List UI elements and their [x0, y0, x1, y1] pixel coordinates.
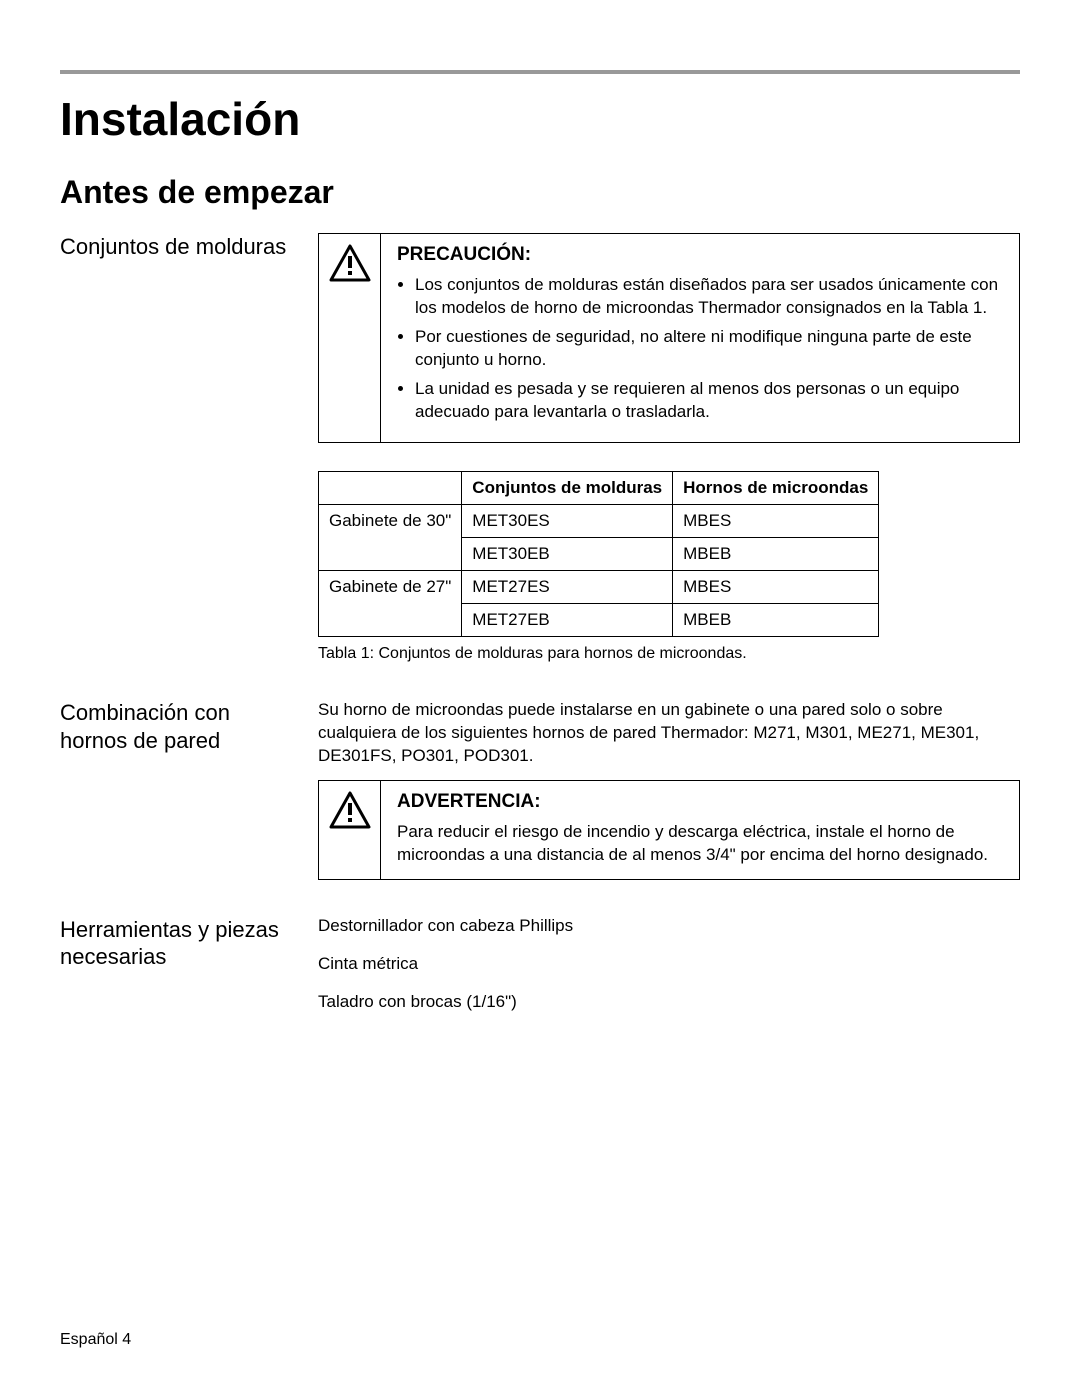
table-row: Gabinete de 27" MET27ES MBES: [319, 571, 879, 604]
page-footer: Español 4: [60, 1331, 131, 1349]
caution-title: PRECAUCIÓN:: [397, 244, 1003, 266]
section-body-col: PRECAUCIÓN: Los conjuntos de molduras es…: [318, 233, 1020, 663]
section-heading-col: Conjuntos de molduras: [60, 233, 318, 261]
table-cell-trim: MET27EB: [462, 604, 673, 637]
table-cell-cabinet: Gabinete de 27": [319, 571, 462, 637]
caution-body: PRECAUCIÓN: Los conjuntos de molduras es…: [381, 234, 1019, 442]
document-page: Instalación Antes de empezar Conjuntos d…: [0, 0, 1080, 1397]
tool-item: Taladro con brocas (1/16"): [318, 992, 1020, 1012]
table-cell-micro: MBES: [673, 505, 879, 538]
table-header-micro: Hornos de microondas: [673, 471, 879, 504]
warning-icon: [329, 791, 371, 829]
table-caption: Tabla 1: Conjuntos de molduras para horn…: [318, 645, 1020, 663]
table-cell-trim: MET30ES: [462, 505, 673, 538]
table-cell-micro: MBEB: [673, 538, 879, 571]
caution-callout: PRECAUCIÓN: Los conjuntos de molduras es…: [318, 233, 1020, 443]
warning-callout: ADVERTENCIA: Para reducir el riesgo de i…: [318, 780, 1020, 880]
warning-icon-cell: [319, 781, 381, 879]
table-cell-micro: MBES: [673, 571, 879, 604]
section-body-col: Destornillador con cabeza Phillips Cinta…: [318, 916, 1020, 1030]
combo-heading: Combinación con hornos de pared: [60, 699, 302, 754]
caution-list: Los conjuntos de molduras están diseñado…: [397, 274, 1003, 424]
page-title: Instalación: [60, 92, 1020, 146]
section-heading-col: Herramientas y piezas necesarias: [60, 916, 318, 971]
table-cell-trim: MET30EB: [462, 538, 673, 571]
section-body-col: Su horno de microondas puede instalarse …: [318, 699, 1020, 880]
warning-title: ADVERTENCIA:: [397, 791, 1003, 813]
caution-icon: [329, 244, 371, 282]
top-rule: [60, 70, 1020, 74]
caution-item: La unidad es pesada y se requieren al me…: [415, 378, 1003, 424]
section-tools: Herramientas y piezas necesarias Destorn…: [60, 916, 1020, 1030]
trim-heading: Conjuntos de molduras: [60, 233, 302, 261]
table-header-blank: [319, 471, 462, 504]
section-wall-oven-combo: Combinación con hornos de pared Su horno…: [60, 699, 1020, 880]
table-cell-trim: MET27ES: [462, 571, 673, 604]
tool-item: Cinta métrica: [318, 954, 1020, 974]
warning-text: Para reducir el riesgo de incendio y des…: [397, 821, 1003, 867]
table-cell-micro: MBEB: [673, 604, 879, 637]
table-header-trim: Conjuntos de molduras: [462, 471, 673, 504]
table-row: Gabinete de 30" MET30ES MBES: [319, 505, 879, 538]
page-subtitle: Antes de empezar: [60, 174, 1020, 211]
caution-icon-cell: [319, 234, 381, 442]
warning-body: ADVERTENCIA: Para reducir el riesgo de i…: [381, 781, 1019, 879]
trim-kits-table: Conjuntos de molduras Hornos de microond…: [318, 471, 879, 637]
combo-body-text: Su horno de microondas puede instalarse …: [318, 699, 1020, 768]
table-cell-cabinet: Gabinete de 30": [319, 505, 462, 571]
caution-item: Por cuestiones de seguridad, no altere n…: [415, 326, 1003, 372]
tools-heading: Herramientas y piezas necesarias: [60, 916, 302, 971]
tool-item: Destornillador con cabeza Phillips: [318, 916, 1020, 936]
section-trim-kits: Conjuntos de molduras PRECAUCIÓN: Los co…: [60, 233, 1020, 663]
section-heading-col: Combinación con hornos de pared: [60, 699, 318, 754]
caution-item: Los conjuntos de molduras están diseñado…: [415, 274, 1003, 320]
